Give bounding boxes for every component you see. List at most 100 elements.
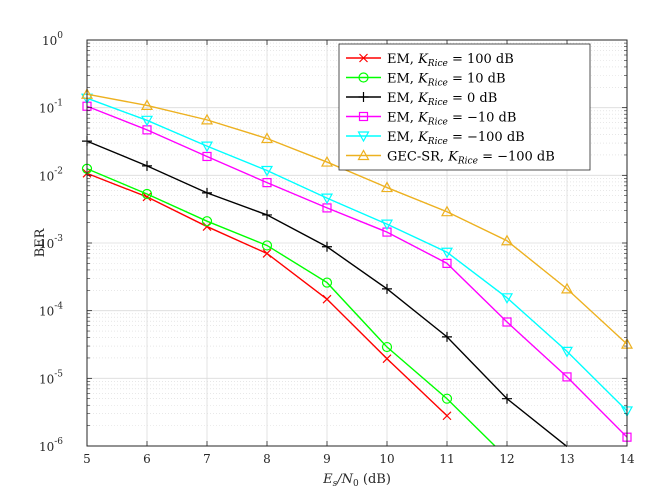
axis-ticks bbox=[86, 39, 628, 447]
data-point bbox=[142, 160, 152, 171]
legend-label: GEC-SR, KRice = −100 dB bbox=[387, 150, 555, 167]
data-point bbox=[321, 277, 333, 288]
data-point bbox=[440, 247, 454, 259]
y-tick-exponent: -5 bbox=[54, 369, 63, 379]
legend-label: EM, KRice = −100 dB bbox=[387, 130, 525, 147]
data-point bbox=[140, 115, 154, 127]
legend-marker bbox=[358, 72, 369, 83]
data-point bbox=[500, 293, 514, 305]
y-axis-title: BER bbox=[33, 227, 48, 257]
data-point bbox=[380, 219, 394, 231]
data-point bbox=[382, 354, 392, 364]
data-point bbox=[441, 393, 453, 404]
data-point bbox=[502, 317, 512, 327]
series-line bbox=[86, 168, 496, 447]
x-tick-label: 9 bbox=[323, 452, 331, 466]
data-point bbox=[260, 165, 274, 177]
y-tick-exponent: -1 bbox=[54, 99, 63, 109]
data-point bbox=[560, 346, 574, 358]
y-tick-label: 10-2 bbox=[39, 166, 63, 183]
x-tick-label: 13 bbox=[559, 452, 574, 466]
y-tick-exponent: -3 bbox=[54, 234, 63, 244]
x-tick-label: 7 bbox=[203, 452, 211, 466]
data-point bbox=[262, 178, 272, 188]
data-point bbox=[500, 234, 514, 246]
y-tick-base: 10 bbox=[39, 372, 54, 386]
y-tick-base: 10 bbox=[39, 440, 54, 454]
legend-item: EM, KRice = 100 dB bbox=[346, 52, 514, 69]
series-1 bbox=[82, 168, 452, 421]
y-tick-label: 10-1 bbox=[39, 99, 63, 116]
legend-item: EM, KRice = 10 dB bbox=[346, 72, 506, 89]
data-point bbox=[141, 188, 153, 200]
data-point bbox=[200, 141, 214, 153]
y-tick-exponent: -2 bbox=[54, 166, 63, 176]
data-point bbox=[382, 283, 392, 294]
legend-label: EM, KRice = 10 dB bbox=[387, 72, 506, 89]
data-point bbox=[262, 249, 272, 258]
legend-marker bbox=[359, 53, 368, 63]
x-tick-label: 14 bbox=[619, 452, 635, 466]
legend-marker bbox=[357, 149, 370, 161]
data-point bbox=[142, 192, 152, 202]
data-point bbox=[381, 341, 393, 353]
legend-marker bbox=[358, 111, 369, 122]
series-line bbox=[86, 97, 628, 412]
data-point bbox=[201, 216, 213, 227]
y-tick-base: 10 bbox=[39, 169, 54, 183]
y-tick-exponent: 0 bbox=[57, 31, 63, 41]
data-point bbox=[502, 393, 512, 404]
legend-label: EM, KRice = 100 dB bbox=[387, 52, 514, 69]
data-point bbox=[202, 187, 212, 198]
data-point bbox=[442, 331, 452, 342]
y-tick-exponent: -4 bbox=[54, 302, 63, 312]
y-tick-base: 10 bbox=[39, 237, 54, 251]
series-line bbox=[86, 105, 628, 438]
y-tick-label: 10-4 bbox=[39, 302, 63, 319]
legend-marker bbox=[358, 92, 369, 102]
legend-item: GEC-SR, KRice = −100 dB bbox=[346, 149, 555, 167]
y-tick-label: 10-3 bbox=[39, 234, 63, 251]
y-tick-exponent: -6 bbox=[54, 437, 63, 447]
legend-item: EM, KRice = −10 dB bbox=[346, 111, 516, 128]
legend-box bbox=[338, 43, 591, 171]
x-tick-label: 8 bbox=[263, 452, 271, 466]
data-point bbox=[200, 113, 214, 125]
x-tick-label: 5 bbox=[83, 452, 91, 466]
legend-item: EM, KRice = 0 dB bbox=[346, 91, 497, 108]
data-point bbox=[442, 411, 452, 421]
x-axis-title: Es/N0 (dB) bbox=[322, 472, 391, 489]
data-point bbox=[442, 258, 452, 268]
data-point bbox=[320, 155, 334, 167]
data-point bbox=[202, 222, 212, 231]
data-point bbox=[320, 193, 334, 205]
series-line bbox=[86, 93, 628, 345]
y-tick-base: 10 bbox=[39, 102, 54, 116]
data-point bbox=[262, 209, 272, 220]
y-tick-base: 10 bbox=[39, 305, 54, 319]
x-tick-label: 11 bbox=[439, 452, 454, 466]
x-tick-label: 10 bbox=[379, 452, 394, 466]
data-point bbox=[261, 240, 273, 251]
data-point bbox=[322, 294, 332, 304]
legend: EM, KRice = 100 dB EM, KRice = 10 dB EM, K… bbox=[338, 43, 591, 171]
data-point bbox=[202, 151, 212, 162]
data-point bbox=[440, 205, 454, 217]
y-tick-label: 10-5 bbox=[39, 369, 63, 386]
x-tick-labels: 5 6 7 8 9 10 11 12 13 14 bbox=[83, 452, 635, 466]
legend-label: EM, KRice = −10 dB bbox=[387, 111, 516, 128]
legend-item: EM, KRice = −100 dB bbox=[346, 130, 525, 147]
data-point bbox=[560, 282, 574, 294]
y-tick-label: 100 bbox=[42, 31, 63, 48]
data-point bbox=[380, 181, 394, 193]
data-point bbox=[260, 132, 274, 144]
legend-label: EM, KRice = 0 dB bbox=[387, 91, 497, 108]
y-tick-label: 10-6 bbox=[39, 437, 63, 454]
data-point bbox=[322, 241, 332, 252]
data-point bbox=[140, 99, 154, 111]
x-tick-label: 12 bbox=[499, 452, 514, 466]
y-tick-base: 10 bbox=[42, 34, 57, 48]
series-6 bbox=[80, 87, 634, 349]
